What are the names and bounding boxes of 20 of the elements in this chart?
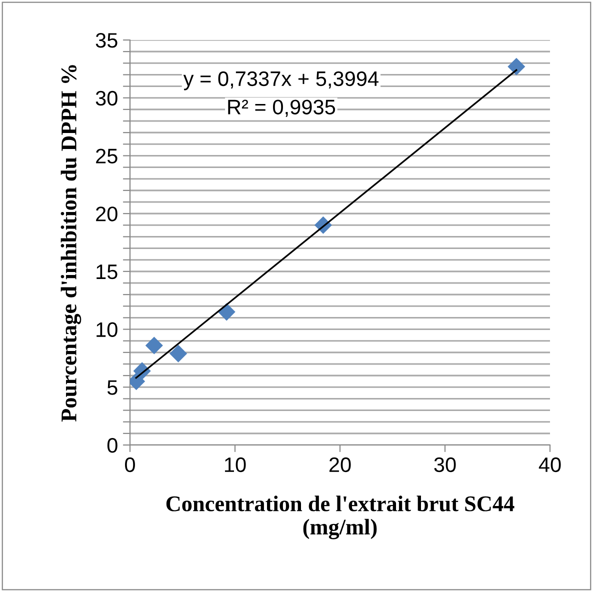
y-tick-label: 25 [96,148,118,164]
y-axis-title: Pourcentage d'inhibition du DPPH % [60,65,82,422]
y-tick-label: 35 [96,33,118,48]
x-tick-label: 40 [538,457,561,472]
x-tick-label: 10 [225,457,246,472]
point [145,336,163,354]
x-tick-label: 30 [434,457,456,472]
y-tick-label: 5 [107,380,118,395]
y-tick-label: 0 [107,438,118,453]
y-tick-label: 30 [96,90,118,106]
point [508,58,526,76]
x-tick-label: 20 [329,457,351,472]
y-tick-label: 15 [96,264,118,280]
y-tick-label: 10 [96,322,118,338]
y-tick-label: 20 [96,206,118,222]
annotation: y = 0,7337x + 5,3994 [183,71,378,90]
x-tick-label: 0 [125,457,135,472]
x-axis-title: Concentration de l'extrait brut SC44 (mg/ml) [166,496,514,540]
annotation: R² = 0,9935 [228,100,336,117]
point [170,344,188,362]
